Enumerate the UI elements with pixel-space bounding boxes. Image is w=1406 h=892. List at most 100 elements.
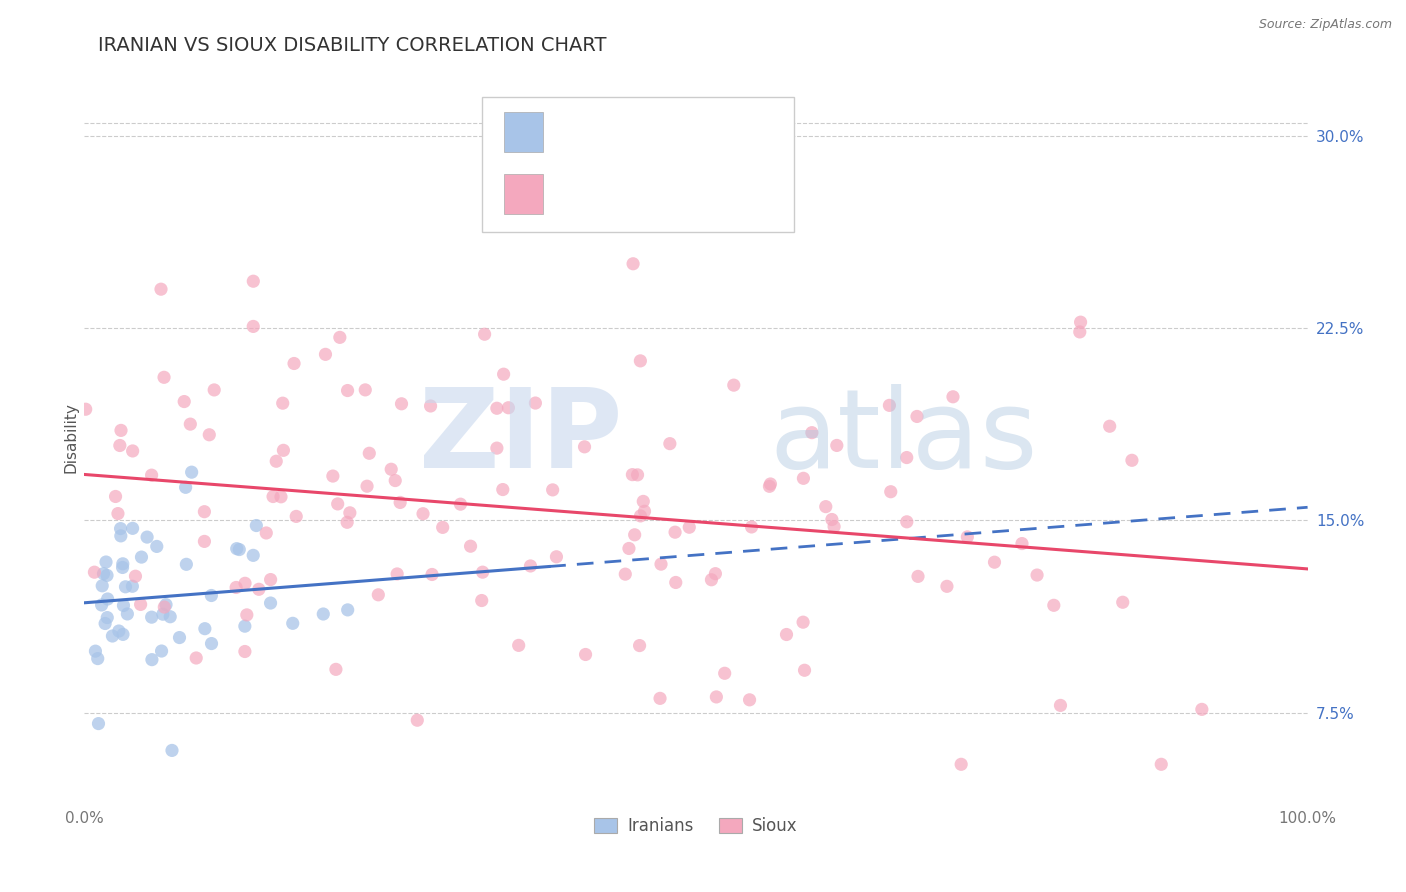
Point	[713, 666, 735, 681]
Point	[271, 396, 294, 410]
FancyBboxPatch shape	[482, 97, 794, 232]
Text: 49: 49	[734, 123, 759, 141]
Point	[124, 569, 146, 583]
Point	[110, 522, 132, 536]
Text: N =: N =	[685, 123, 725, 141]
Point	[498, 401, 520, 415]
Point	[630, 508, 652, 523]
Point	[524, 396, 547, 410]
Point	[905, 409, 928, 424]
Point	[1043, 599, 1066, 613]
Point	[1011, 536, 1033, 550]
FancyBboxPatch shape	[503, 174, 543, 214]
Point	[706, 690, 728, 704]
Point	[793, 663, 815, 677]
Text: atlas: atlas	[769, 384, 1038, 491]
Point	[650, 557, 672, 571]
Point	[658, 436, 681, 450]
Point	[153, 370, 176, 384]
Point	[312, 607, 335, 621]
Point	[242, 274, 264, 288]
Point	[623, 528, 645, 542]
Point	[110, 424, 132, 438]
Point	[259, 573, 281, 587]
Point	[879, 398, 901, 412]
Point	[628, 639, 651, 653]
Point	[1026, 568, 1049, 582]
Point	[111, 557, 134, 571]
Point	[485, 401, 508, 416]
Text: ZIP: ZIP	[419, 384, 623, 491]
Point	[233, 576, 256, 591]
FancyBboxPatch shape	[503, 112, 543, 152]
Point	[633, 494, 655, 508]
Point	[384, 474, 406, 488]
Point	[141, 468, 163, 483]
Point	[193, 505, 215, 519]
Point	[173, 394, 195, 409]
Point	[792, 471, 814, 485]
Point	[896, 450, 918, 465]
Point	[354, 383, 377, 397]
Point	[419, 399, 441, 413]
Point	[186, 651, 208, 665]
Point	[1049, 698, 1071, 713]
Point	[492, 368, 515, 382]
Point	[176, 558, 198, 572]
Point	[169, 631, 191, 645]
Point	[420, 567, 443, 582]
Point	[814, 500, 837, 514]
Point	[96, 610, 118, 624]
Point	[108, 438, 131, 452]
Point	[242, 549, 264, 563]
Point	[485, 441, 508, 455]
Text: N =: N =	[685, 186, 725, 203]
Point	[200, 589, 222, 603]
Point	[336, 516, 359, 530]
Point	[723, 378, 745, 392]
Point	[273, 443, 295, 458]
Text: 0.093: 0.093	[614, 123, 671, 141]
Point	[259, 596, 281, 610]
Point	[759, 477, 782, 491]
Point	[678, 520, 700, 534]
Point	[160, 743, 183, 757]
Point	[541, 483, 564, 497]
Point	[155, 598, 177, 612]
Point	[389, 495, 412, 509]
Point	[329, 330, 352, 344]
Point	[202, 383, 225, 397]
Point	[141, 610, 163, 624]
Point	[179, 417, 201, 431]
Point	[546, 549, 568, 564]
Point	[174, 480, 197, 494]
Point	[896, 515, 918, 529]
Point	[1069, 325, 1091, 339]
Point	[150, 644, 173, 658]
Point	[121, 521, 143, 535]
Point	[880, 484, 903, 499]
Point	[614, 567, 637, 582]
Point	[111, 627, 134, 641]
Point	[90, 598, 112, 612]
Point	[110, 529, 132, 543]
Point	[574, 440, 596, 454]
Point	[406, 713, 429, 727]
Point	[823, 519, 845, 533]
Text: Source: ZipAtlas.com: Source: ZipAtlas.com	[1258, 18, 1392, 31]
Point	[775, 627, 797, 641]
Point	[626, 467, 648, 482]
Point	[1098, 419, 1121, 434]
Point	[91, 579, 114, 593]
Point	[792, 615, 814, 630]
Point	[131, 550, 153, 565]
Point	[242, 319, 264, 334]
Point	[225, 541, 247, 556]
Point	[117, 607, 139, 621]
Point	[233, 644, 256, 658]
Point	[519, 558, 541, 573]
Point	[336, 384, 359, 398]
Point	[391, 397, 413, 411]
Point	[339, 506, 361, 520]
Point	[359, 446, 381, 460]
